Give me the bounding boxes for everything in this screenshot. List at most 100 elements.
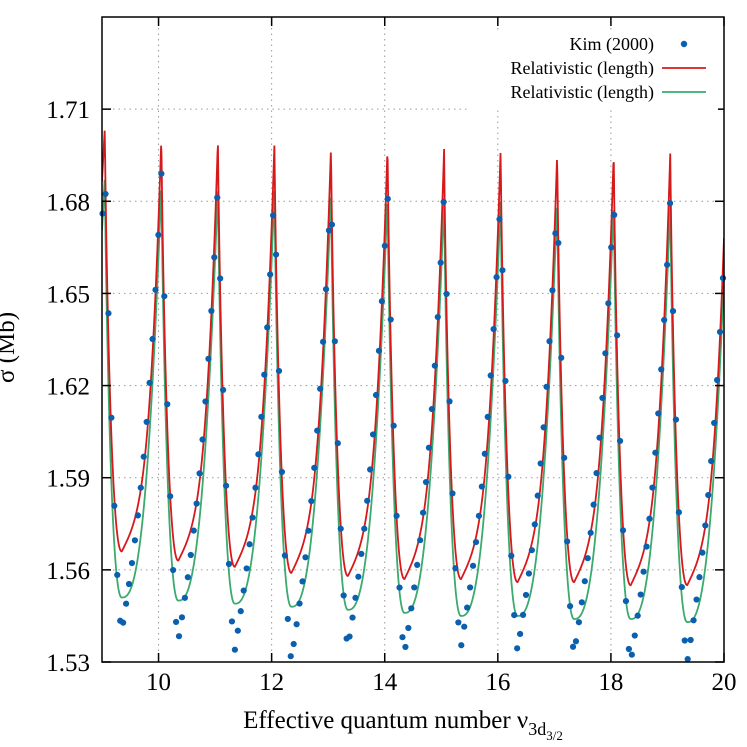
data-point-kim: [522, 591, 530, 599]
data-point-kim: [434, 313, 441, 321]
series-relativistic-length-red: [102, 130, 724, 587]
data-point-kim: [519, 611, 527, 619]
grid: [102, 17, 724, 662]
data-point-kim: [467, 584, 474, 591]
data-point-kim: [125, 580, 133, 588]
data-point-kim: [525, 570, 533, 577]
data-point-kim: [646, 515, 653, 522]
data-point-kim: [672, 416, 680, 423]
data-point-kim: [325, 227, 333, 234]
data-point-kim: [290, 640, 297, 648]
data-point-kim: [584, 555, 591, 562]
data-point-kim: [393, 512, 400, 519]
data-point-kim: [287, 653, 294, 660]
data-point-kim: [678, 583, 685, 591]
data-point-kim: [558, 354, 565, 361]
data-point-kim: [714, 376, 721, 384]
data-point-kim: [719, 275, 727, 282]
data-point-kim: [278, 468, 286, 475]
data-point-kim: [305, 527, 312, 534]
data-point-kim: [355, 573, 362, 580]
data-point-kim: [405, 624, 412, 632]
axis-ticks: [102, 17, 725, 663]
data-point-kim: [449, 490, 456, 497]
data-point-kim: [464, 604, 471, 611]
data-point-kim: [155, 231, 162, 239]
data-point-kim: [228, 618, 236, 625]
data-point-kim: [708, 458, 715, 465]
data-point-kim: [267, 271, 274, 278]
data-point-kim: [596, 434, 603, 441]
x-tick-labels: 10 12 14 16 18 20: [146, 669, 736, 696]
data-point-kim: [690, 617, 697, 624]
data-point-kim: [172, 618, 180, 626]
data-point-kim: [593, 470, 600, 477]
data-point-kim: [193, 500, 200, 507]
data-point-kim: [628, 651, 635, 658]
data-point-kim: [534, 492, 541, 499]
data-point-kim: [337, 525, 344, 532]
data-point-kim: [508, 552, 515, 559]
data-point-kim: [549, 287, 556, 294]
data-point-kim: [211, 254, 218, 261]
x-axis-label-subsubscript: 3/2: [546, 728, 563, 743]
data-point-kim: [178, 614, 186, 621]
data-point-kim: [184, 574, 191, 581]
x-tick-label: 14: [372, 669, 398, 696]
data-point-kim: [149, 335, 156, 343]
y-tick-labels: 1.53 1.56 1.59 1.62 1.65 1.68 1.71: [46, 97, 90, 677]
y-tick-label: 1.59: [46, 466, 90, 493]
series-line-red: [102, 130, 724, 587]
data-point-kim: [152, 286, 159, 293]
data-point-kim: [140, 453, 147, 460]
data-point-kim: [293, 621, 300, 628]
data-point-kim: [693, 596, 700, 603]
data-point-kim: [619, 527, 627, 534]
data-point-kim: [702, 522, 709, 529]
data-point-kim: [396, 584, 403, 591]
x-tick-label: 18: [598, 669, 623, 696]
data-point-kim: [231, 646, 238, 653]
data-point-kim: [552, 230, 559, 237]
data-point-kim: [616, 437, 624, 445]
data-point-kim: [634, 612, 641, 619]
x-axis-label-subscript: 3d: [528, 719, 546, 739]
legend-label-kim: Kim (2000): [570, 34, 655, 55]
data-point-kim: [384, 195, 391, 202]
data-point-kim: [684, 655, 691, 663]
data-point-kim: [175, 633, 183, 640]
data-point-kim: [170, 566, 177, 574]
data-point-kim: [205, 355, 212, 362]
data-point-kim: [455, 619, 462, 626]
data-point-kim: [611, 211, 618, 218]
data-point-kim: [649, 484, 656, 491]
data-point-kim: [181, 594, 188, 601]
data-point-kim: [475, 512, 483, 519]
data-point-kim: [225, 560, 233, 568]
data-point-kim: [308, 497, 315, 505]
data-point-kim: [102, 190, 109, 198]
data-point-kim: [614, 332, 621, 339]
data-point-kim: [537, 460, 544, 467]
data-point-kim: [496, 216, 503, 223]
data-point-kim: [487, 372, 494, 379]
data-point-kim: [661, 316, 668, 324]
data-point-kim: [461, 623, 468, 630]
data-point-kim: [440, 198, 447, 206]
data-point-kim: [517, 630, 524, 638]
data-point-kim: [220, 386, 227, 393]
data-point-kim: [561, 454, 568, 461]
data-point-kim: [346, 633, 353, 640]
data-point-kim: [214, 194, 221, 201]
data-point-kim: [666, 200, 674, 207]
data-point-kim: [572, 638, 580, 645]
legend-background: [470, 32, 718, 110]
data-point-kim: [528, 547, 535, 554]
x-tick-label: 12: [259, 669, 284, 696]
data-point-kim: [608, 244, 615, 251]
data-point-kim: [502, 377, 509, 385]
data-point-kim: [564, 538, 571, 545]
data-point-kim: [167, 493, 174, 500]
data-point-kim: [161, 293, 168, 300]
data-point-kim: [631, 632, 638, 639]
